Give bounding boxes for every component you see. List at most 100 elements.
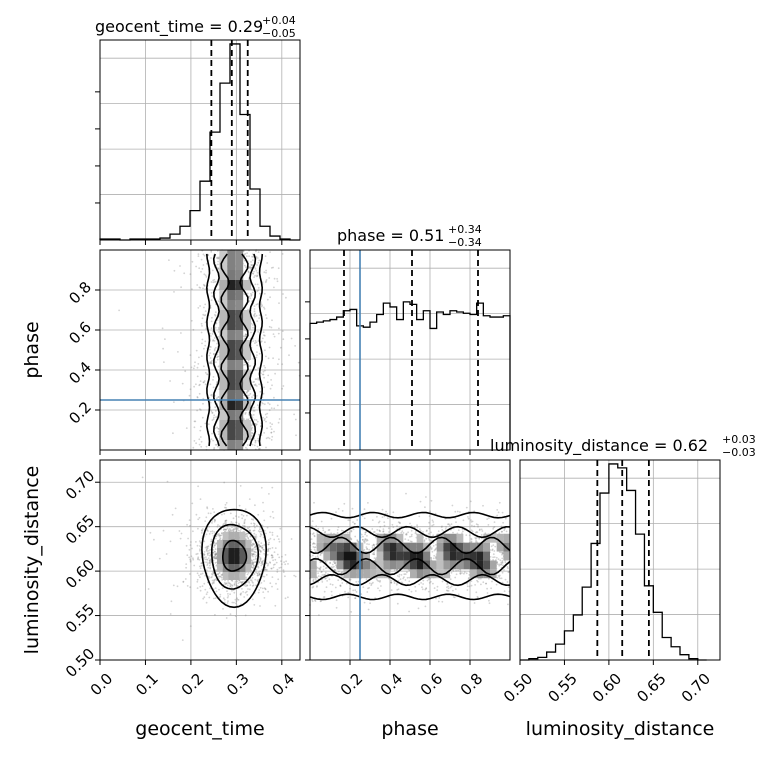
density-cell bbox=[450, 552, 457, 561]
sample-point bbox=[248, 394, 250, 396]
sample-point bbox=[224, 599, 226, 601]
sample-point bbox=[240, 594, 242, 596]
sample-point bbox=[258, 573, 260, 575]
sample-point bbox=[192, 447, 194, 449]
sample-point bbox=[472, 521, 474, 523]
sample-point bbox=[373, 552, 375, 554]
sample-point bbox=[200, 567, 202, 569]
sample-point bbox=[193, 565, 195, 567]
sample-point bbox=[496, 509, 498, 511]
density-cell bbox=[219, 340, 227, 350]
sample-point bbox=[477, 526, 479, 528]
sample-point bbox=[221, 532, 223, 534]
sample-point bbox=[197, 579, 199, 581]
sample-point bbox=[502, 512, 504, 514]
sample-point bbox=[199, 393, 201, 395]
sample-point bbox=[257, 421, 259, 423]
sample-point bbox=[481, 534, 483, 536]
xlabel-phase: phase bbox=[381, 718, 438, 740]
sample-point bbox=[188, 557, 190, 559]
sample-point bbox=[408, 539, 410, 541]
sample-point bbox=[269, 422, 271, 424]
density-cell bbox=[245, 564, 251, 572]
sample-point bbox=[185, 578, 187, 580]
sample-point bbox=[490, 587, 492, 589]
sample-point bbox=[227, 528, 229, 530]
sample-point bbox=[260, 562, 262, 564]
sample-point bbox=[341, 530, 343, 532]
sample-point bbox=[491, 581, 493, 583]
sample-point bbox=[255, 561, 257, 563]
sample-point bbox=[338, 571, 340, 573]
sample-point bbox=[375, 559, 377, 561]
sample-point bbox=[474, 537, 476, 539]
sample-point bbox=[269, 296, 271, 298]
sample-point bbox=[213, 414, 215, 416]
sample-point bbox=[259, 549, 261, 551]
sample-point bbox=[201, 441, 203, 443]
sample-point bbox=[313, 502, 315, 504]
sample-point bbox=[192, 530, 194, 532]
sample-point bbox=[271, 319, 273, 321]
sample-point bbox=[203, 273, 205, 275]
sample-point bbox=[197, 572, 199, 574]
sample-point bbox=[264, 587, 266, 589]
sample-point bbox=[196, 350, 198, 352]
sample-point bbox=[183, 581, 185, 583]
sample-point bbox=[253, 543, 255, 545]
sample-point bbox=[206, 569, 208, 571]
density-cell bbox=[310, 560, 317, 569]
sample-point bbox=[457, 570, 459, 572]
sample-point bbox=[314, 536, 316, 538]
density-cell bbox=[343, 552, 350, 561]
sample-point bbox=[215, 327, 217, 329]
sample-point bbox=[192, 559, 194, 561]
sample-point bbox=[204, 561, 206, 563]
sample-point bbox=[200, 436, 202, 438]
sample-point bbox=[420, 501, 422, 503]
density-cell bbox=[235, 330, 243, 340]
density-cell bbox=[227, 290, 235, 300]
sample-point bbox=[249, 393, 251, 395]
sample-point bbox=[434, 550, 436, 552]
sample-point bbox=[263, 432, 265, 434]
sample-point bbox=[265, 414, 267, 416]
sample-point bbox=[213, 376, 215, 378]
sample-point bbox=[377, 587, 379, 589]
sample-point bbox=[252, 585, 254, 587]
sample-point bbox=[206, 276, 208, 278]
sample-point bbox=[274, 373, 276, 375]
sample-point bbox=[197, 556, 199, 558]
density-cell bbox=[234, 532, 240, 540]
sample-point bbox=[199, 540, 201, 542]
sample-point bbox=[254, 275, 256, 277]
sample-point bbox=[255, 268, 257, 270]
sample-point bbox=[467, 589, 469, 591]
sample-point bbox=[168, 259, 170, 261]
sample-point bbox=[227, 580, 229, 582]
density-cell bbox=[330, 552, 337, 561]
sample-point bbox=[380, 585, 382, 587]
sample-point bbox=[366, 543, 368, 545]
sample-point bbox=[450, 578, 452, 580]
sample-point bbox=[411, 541, 413, 543]
sample-point bbox=[252, 564, 254, 566]
sample-point bbox=[278, 557, 280, 559]
sample-point bbox=[469, 586, 471, 588]
sample-point bbox=[259, 557, 261, 559]
sample-point bbox=[491, 549, 493, 551]
sample-point bbox=[368, 549, 370, 551]
sample-point bbox=[366, 578, 368, 580]
sample-point bbox=[486, 588, 488, 590]
density-cell bbox=[390, 552, 397, 561]
sample-point bbox=[422, 583, 424, 585]
density-cell bbox=[423, 552, 430, 561]
sample-point bbox=[247, 588, 249, 590]
density-cell bbox=[410, 543, 417, 552]
sample-point bbox=[273, 397, 275, 399]
title-luminosity-distance: luminosity_distance = 0.62 bbox=[490, 436, 708, 456]
sample-point bbox=[505, 562, 507, 564]
sample-point bbox=[508, 586, 510, 588]
sample-point bbox=[234, 584, 236, 586]
sample-point bbox=[504, 590, 506, 592]
